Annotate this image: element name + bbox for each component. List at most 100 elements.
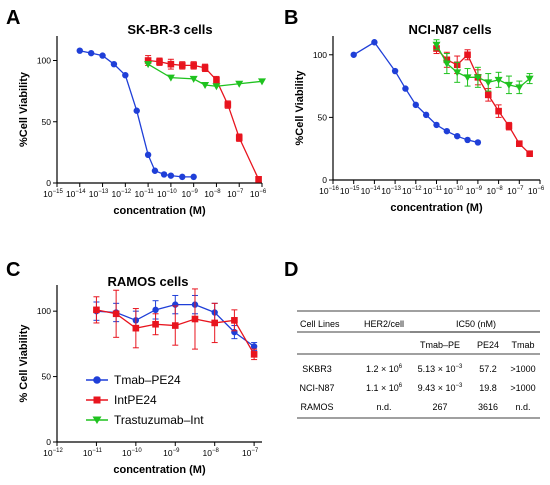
data-point [402, 85, 409, 92]
x-tick-label: 10−7 [507, 186, 524, 196]
x-tick-label: 10−11 [423, 186, 443, 196]
data-point [213, 76, 220, 84]
data-point [473, 74, 482, 82]
x-tick-label: 10−12 [112, 189, 132, 199]
table-cell-tmab-pe-base: 9.43 × 10 [418, 383, 456, 393]
table-row: NCI-N87 1.1 × 106 9.43 × 10−3 19.8 >1000 [299, 383, 535, 393]
series-trastuzumab_int [432, 39, 534, 95]
table-cell-tmab-pe: 267 [432, 402, 447, 412]
table-row: SKBR3 1.2 × 106 5.13 × 10−3 57.2 >1000 [302, 364, 535, 374]
data-point [156, 58, 163, 66]
data-point [454, 132, 461, 140]
data-point [144, 61, 153, 69]
table-header-tmab-pe: Tmab–PE [420, 340, 460, 350]
legend-label-intpe24: IntPE24 [114, 393, 157, 407]
y-axis-label: %Cell Viability [18, 71, 30, 147]
data-point [191, 315, 199, 323]
data-point [443, 127, 451, 135]
series-line [353, 41, 479, 144]
x-tick-label: 10−10 [443, 186, 463, 196]
table-cell-cell-line: SKBR3 [302, 364, 332, 374]
x-tick-label: 10−9 [163, 448, 180, 458]
x-tick-label: 10−10 [122, 448, 142, 458]
data-point [178, 62, 186, 69]
data-point [235, 134, 243, 141]
legend-label-tmab-pe24: Tmab–PE24 [114, 373, 181, 387]
data-point [258, 78, 266, 86]
x-tick-label: 10−9 [466, 186, 483, 196]
ic50-table: IC50 (nM) Cell Lines HER2/cell Tmab–PE P… [297, 310, 540, 419]
y-axis-label: % Cell Viability [18, 324, 30, 403]
table-cell-tmab-pe: 5.13 × 10−3 [418, 364, 463, 374]
table-cell-tmab-pe-exp: −3 [455, 364, 463, 370]
table-cell-her2-exp: 6 [399, 383, 403, 389]
legend-marker-tmab-pe24 [93, 376, 101, 384]
data-point [515, 84, 524, 92]
x-axis-label: concentration (M) [113, 464, 206, 476]
table-cell-tmab: >1000 [510, 364, 535, 374]
y-tick-label: 50 [318, 112, 328, 122]
data-point [132, 324, 140, 332]
data-point [151, 167, 159, 174]
data-point [144, 151, 152, 159]
x-tick-label: 10−7 [227, 189, 244, 199]
x-tick-label: 10−15 [43, 189, 63, 199]
panel-letter-d: D [284, 259, 298, 281]
x-axis-label: concentration (M) [390, 202, 483, 214]
data-point [526, 150, 533, 158]
y-tick-label: 100 [313, 50, 327, 60]
data-point [453, 69, 462, 77]
x-tick-label: 10−15 [340, 186, 360, 196]
x-tick-label: 10−10 [157, 189, 177, 199]
y-tick-label: 0 [322, 175, 327, 185]
data-point [484, 91, 492, 99]
table-cell-pe24: 57.2 [479, 364, 497, 374]
series-intpe24 [433, 43, 533, 158]
table-cell-cell-line: RAMOS [300, 402, 333, 412]
table-cell-pe24: 19.8 [479, 383, 497, 393]
data-point [422, 111, 430, 119]
data-point [201, 64, 209, 72]
table-cell-cell-line: NCI-N87 [299, 383, 334, 393]
data-point [122, 72, 129, 79]
data-point [171, 322, 179, 329]
data-point [179, 173, 186, 181]
x-tick-label: 10−8 [204, 189, 221, 199]
x-tick-label: 10−6 [528, 186, 545, 196]
series-trastuzumab_int [144, 61, 266, 91]
data-point [255, 176, 262, 183]
chart-c: RAMOS cells 0 50 100 10−12 10−11 10−10 10−9 10−8… [18, 274, 262, 476]
table-header-her2: HER2/cell [364, 319, 404, 329]
x-tick-label: 10−14 [66, 189, 86, 199]
table-cell-tmab-pe-exp: −3 [455, 383, 463, 389]
data-point [505, 122, 513, 130]
data-point [212, 83, 221, 91]
chart-title: NCI-N87 cells [408, 22, 491, 37]
data-point [93, 306, 100, 314]
x-tick-label: 10−6 [250, 189, 267, 199]
panel-letter-b: B [284, 7, 298, 29]
series-intpe24 [93, 288, 258, 361]
data-point [484, 79, 493, 87]
data-point [432, 41, 441, 49]
data-point [516, 140, 523, 147]
data-point [201, 82, 210, 89]
legend-marker-intpe24 [93, 396, 101, 404]
data-point [464, 51, 471, 59]
table-header-pe24: PE24 [477, 340, 499, 350]
data-point [99, 52, 106, 59]
chart-title: RAMOS cells [108, 274, 189, 289]
data-point [250, 343, 258, 350]
data-point [464, 136, 471, 144]
x-tick-label: 10−16 [319, 186, 339, 196]
table-header-cell-lines: Cell Lines [300, 319, 340, 329]
panel-letter-a: A [6, 7, 20, 29]
data-point [190, 173, 197, 181]
table-cell-her2-exp: 6 [399, 364, 403, 370]
data-point [371, 39, 378, 46]
table-row: RAMOS n.d. 267 3616 n.d. [300, 402, 530, 412]
y-axis-label: %Cell Viability [294, 70, 306, 146]
y-tick-label: 50 [42, 117, 52, 127]
